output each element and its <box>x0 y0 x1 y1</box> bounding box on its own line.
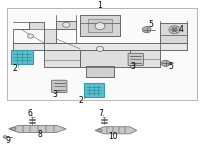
Polygon shape <box>13 43 187 50</box>
Circle shape <box>11 127 16 131</box>
Text: 2: 2 <box>79 96 84 105</box>
Text: 3: 3 <box>53 90 58 99</box>
FancyBboxPatch shape <box>84 83 104 97</box>
Text: 4: 4 <box>179 25 184 34</box>
Text: 5: 5 <box>148 20 153 29</box>
Circle shape <box>161 60 170 66</box>
Text: 6: 6 <box>27 109 32 118</box>
Circle shape <box>28 34 33 38</box>
Polygon shape <box>95 127 137 134</box>
Text: 3: 3 <box>130 62 135 71</box>
Circle shape <box>3 136 7 138</box>
Polygon shape <box>160 23 187 43</box>
Polygon shape <box>80 50 130 67</box>
Polygon shape <box>80 15 120 36</box>
Polygon shape <box>44 50 80 67</box>
Circle shape <box>96 46 104 51</box>
Polygon shape <box>88 19 112 32</box>
Text: 10: 10 <box>108 132 118 141</box>
Circle shape <box>169 26 180 34</box>
Circle shape <box>142 27 151 33</box>
Circle shape <box>172 28 177 32</box>
FancyBboxPatch shape <box>7 8 197 100</box>
Text: 7: 7 <box>99 109 103 118</box>
Text: 9: 9 <box>6 136 11 145</box>
FancyBboxPatch shape <box>52 80 67 93</box>
Text: 8: 8 <box>37 131 42 140</box>
Text: 5: 5 <box>168 62 173 71</box>
Polygon shape <box>56 20 76 29</box>
Text: 1: 1 <box>98 1 102 10</box>
Polygon shape <box>13 29 56 43</box>
Polygon shape <box>9 125 66 132</box>
Circle shape <box>98 129 102 132</box>
Polygon shape <box>86 66 114 77</box>
Circle shape <box>95 23 105 30</box>
Text: 2: 2 <box>13 64 17 73</box>
Polygon shape <box>15 22 44 29</box>
Circle shape <box>63 22 70 27</box>
Polygon shape <box>130 50 160 67</box>
FancyBboxPatch shape <box>11 50 33 64</box>
FancyBboxPatch shape <box>128 53 143 66</box>
